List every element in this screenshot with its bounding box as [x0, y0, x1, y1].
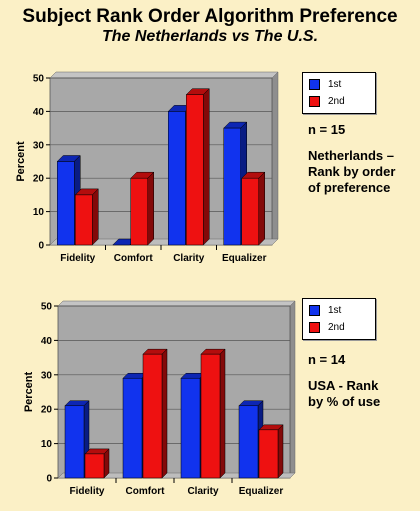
- chart-usa: 0 10 20 30 40 50 Percent Fidelity Comfort Clarity…: [23, 300, 296, 497]
- legend-swatch-2nd: [309, 96, 320, 107]
- y-tick-label: 50: [41, 302, 53, 313]
- legend-entry-1st: 1st: [309, 76, 369, 93]
- plot-side-face: [271, 71, 279, 246]
- y-tick-label: 0: [46, 474, 52, 485]
- y-tick-label: 0: [38, 241, 44, 252]
- bar-2nd-clarity: [200, 348, 226, 479]
- bar-2nd-comfort: [130, 171, 155, 246]
- bar-2nd-fidelity: [74, 188, 99, 246]
- legend-label-1st: 1st: [328, 79, 342, 90]
- bar-2nd-equalizer: [241, 171, 266, 246]
- bar-2nd-fidelity: [84, 448, 110, 479]
- y-tick-label: 20: [33, 174, 45, 185]
- bar-2nd-comfort: [142, 348, 168, 479]
- legend-entry-2nd: 2nd: [309, 319, 369, 336]
- plot-top-face: [57, 300, 296, 307]
- legend-netherlands: 1st 2nd: [302, 72, 376, 114]
- legend-label-2nd: 2nd: [328, 96, 345, 107]
- description-netherlands: Netherlands – Rank by order of preferenc…: [308, 148, 396, 195]
- y-tick-label: 10: [41, 439, 53, 450]
- bar-2nd-equalizer: [258, 424, 284, 479]
- plot-side-face: [289, 300, 296, 479]
- legend-swatch-1st: [309, 79, 320, 90]
- y-axis-label: Percent: [15, 141, 27, 182]
- x-tick-label: Equalizer: [222, 253, 267, 264]
- legend-usa: 1st 2nd: [302, 298, 376, 340]
- y-tick-label: 40: [41, 336, 53, 347]
- x-tick-label: Comfort: [126, 486, 166, 497]
- y-tick-label: 30: [33, 140, 45, 151]
- chart-netherlands: 0 10 20 30 40 50 Percent Fidelity Comfort Clarity…: [15, 71, 279, 264]
- sample-size-netherlands: n = 15: [308, 122, 346, 137]
- y-tick-label: 40: [33, 107, 45, 118]
- page-title: Subject Rank Order Algorithm Preference: [22, 6, 398, 27]
- y-tick-label: 50: [33, 74, 45, 85]
- description-usa: USA - Rank by % of use: [308, 378, 381, 409]
- legend-entry-1st: 1st: [309, 302, 369, 319]
- y-tick-label: 10: [33, 207, 45, 218]
- x-tick-label: Fidelity: [60, 253, 95, 264]
- y-tick-label: 20: [41, 405, 53, 416]
- legend-swatch-1st: [309, 305, 320, 316]
- x-tick-label: Equalizer: [239, 486, 284, 497]
- plot-top-face: [49, 71, 279, 79]
- x-tick-label: Comfort: [114, 253, 154, 264]
- y-axis-label: Percent: [23, 371, 35, 412]
- bar-2nd-clarity: [185, 88, 210, 246]
- x-tick-label: Fidelity: [69, 486, 104, 497]
- x-tick-label: Clarity: [187, 486, 219, 497]
- sample-size-usa: n = 14: [308, 352, 346, 367]
- legend-label-1st: 1st: [328, 305, 342, 316]
- x-tick-label: Clarity: [173, 253, 205, 264]
- page-subtitle: The Netherlands vs The U.S.: [101, 28, 319, 45]
- legend-label-2nd: 2nd: [328, 322, 345, 333]
- y-tick-label: 30: [41, 370, 53, 381]
- legend-entry-2nd: 2nd: [309, 93, 369, 110]
- legend-swatch-2nd: [309, 322, 320, 333]
